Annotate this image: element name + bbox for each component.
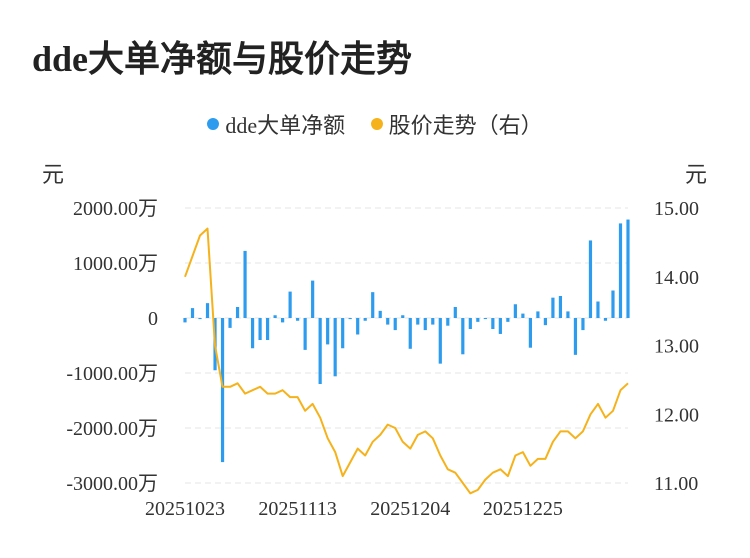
dde-bar [401,315,405,318]
dde-bar [288,291,292,318]
dde-bar [551,297,555,318]
dde-bar [183,318,187,323]
y-left-tick-label: -3000.00万 [66,473,158,495]
dde-bar [438,318,442,364]
x-tick-label: 20251113 [258,498,337,520]
y-left-tick-label: 1000.00万 [73,253,158,275]
legend-dot-dde [207,118,220,130]
legend-item-dde[interactable]: dde大单净额 [207,108,345,140]
y-left-tick-label: 2000.00万 [73,198,158,220]
dde-bar [408,318,412,349]
dde-bar [303,318,307,350]
legend-dot-price [370,118,383,130]
dde-bar [311,280,315,318]
dde-bar [596,301,600,318]
dde-bar [235,307,240,318]
dde-bar [243,250,247,318]
dde-bar [348,318,352,320]
chart-title: dde大单净额与股价走势 [32,39,413,79]
dde-bar [281,318,285,323]
dde-bar [468,318,472,329]
price-line [184,227,629,495]
dde-bar [220,318,225,463]
dde-bar [386,318,390,325]
y-left-tick-label: -1000.00万 [66,363,158,385]
dde-bar [393,318,397,331]
y-right-tick-label: 14.00 [654,267,699,289]
dde-bar [371,292,375,318]
legend-label-price: 股价走势（右） [388,113,543,138]
dde-bar [273,315,277,318]
dde-bar [453,307,457,318]
chart-legend: dde大单净额 股价走势（右） [0,108,750,140]
y-left-tick-label: -2000.00万 [66,418,158,440]
dde-bar [491,318,495,329]
left-axis-unit: 元 [42,162,65,187]
dde-bar [416,318,420,325]
dde-bar [326,318,330,345]
legend-label-dde: dde大单净额 [225,113,346,138]
dde-bar [431,318,435,325]
dde-bar [626,219,630,318]
dde-bar [198,318,202,320]
y-right-tick-label: 13.00 [654,336,699,358]
dde-bar [318,318,322,384]
y-right-tick-label: 15.00 [654,198,699,220]
dde-bar [461,318,465,355]
dde-bar [483,318,487,320]
x-tick-label: 20251225 [483,498,563,520]
y-left-tick-label: 0 [148,308,158,330]
dde-bar [363,318,367,321]
dde-bar [603,318,608,321]
dde-bar [476,318,480,322]
dde-bar [378,310,382,318]
dde-bar [341,318,345,349]
dde-bar [618,223,623,318]
dde-bar [333,318,337,377]
dde-bar [228,318,232,328]
x-tick-label: 20251204 [370,498,450,520]
dde-bar [558,296,563,318]
y-right-tick-label: 11.00 [654,473,698,495]
legend-item-price[interactable]: 股价走势（右） [370,108,543,140]
dde-bar [423,318,427,331]
x-tick-label: 20251023 [145,498,225,520]
dde-bar [611,290,615,318]
dde-bar [543,318,548,326]
dde-bar [190,308,195,318]
y-right-tick-label: 12.00 [654,404,699,426]
dde-bar [265,318,270,340]
dde-bar [356,318,360,335]
dde-bar [296,318,300,321]
dde-bar [566,311,570,318]
dde-bar [536,311,540,318]
dde-bar [498,318,502,334]
dde-bar [205,303,210,318]
dde-bar [588,240,593,318]
dde-bar [446,318,450,326]
dde-bar [528,318,532,348]
dde-bar [573,318,578,355]
dde-bar [581,318,585,331]
right-axis-unit: 元 [685,162,708,187]
dde-bar [258,318,262,340]
dde-bar [506,318,510,322]
dde-bar [521,313,525,318]
dde-bar [513,304,517,318]
dde-bar [250,318,255,349]
